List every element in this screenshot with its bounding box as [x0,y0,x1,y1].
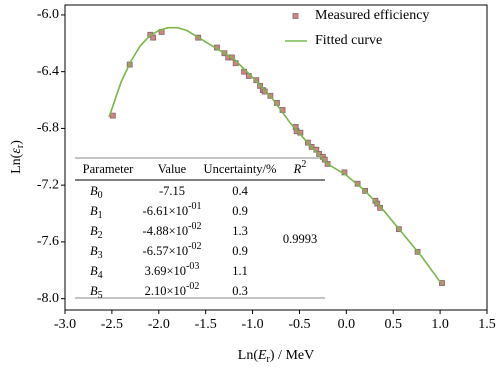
label-part: -03 [186,261,199,272]
label-part: -6.57×10 [143,244,189,258]
table-cell: B1 [90,204,103,221]
table-cell: -7.15 [159,184,185,198]
label-part: B [90,224,98,238]
table-cell: 0.9993 [283,232,317,246]
label-part: -7.15 [159,184,185,198]
label-part: 5 [98,290,103,301]
x-tick-label: -1.5 [195,317,217,332]
label-part: 1 [98,210,103,221]
x-tick-label: 0.0 [338,317,356,332]
table-cell: 2.10×10-02 [145,281,200,298]
label-part: 4 [98,270,103,281]
x-tick-label: -0.5 [288,317,310,332]
x-tick-label: 0.5 [384,317,402,332]
label-part: 3 [98,250,103,261]
table-cell: 3.69×10-03 [145,261,200,278]
label-part: 2 [301,159,306,170]
table-cell: B2 [90,224,103,241]
table-cell: B0 [90,184,103,201]
fitted-curve [108,26,443,285]
x-tick-label: -3.0 [54,317,76,332]
label-part: E [257,348,267,363]
table-cell: -6.61×10-01 [143,201,202,218]
label-part: 2 [98,230,103,241]
y-tick-label: -7.2 [37,177,59,192]
x-tick-label: -1.0 [241,317,263,332]
table-cell: B3 [90,244,103,261]
table-cell: 0.9 [232,244,248,258]
plot-frame [64,4,488,311]
table-cell: -6.57×10-02 [143,241,202,258]
legend-label: Fitted curve [315,33,382,48]
label-part: B [90,244,98,258]
label-part: r [267,354,271,365]
table-cell: 1.1 [232,264,248,278]
label-part: 3.69×10 [145,264,186,278]
label-part: B [90,284,98,298]
y-tick-label: -6.0 [37,7,59,22]
table-cell: 0.4 [232,184,248,198]
y-tick-label: -6.8 [37,121,59,136]
data-point [150,34,157,41]
data-point [439,280,445,286]
table-cell: 0.3 [232,284,248,298]
x-tick-label: -2.5 [101,317,123,332]
table-header: Value [158,162,187,176]
label-part: Ln( [238,348,259,363]
y-tick-label: -6.4 [37,64,59,79]
label-part: r [15,144,26,148]
table-cell: B4 [90,264,103,281]
table-header: R2 [293,159,307,176]
x-tick-label: -2.0 [148,317,170,332]
legend-marker [292,13,299,19]
label-part: -4.88×10 [143,224,189,238]
label-part: ) [9,140,24,145]
label-part: Ln( [9,153,24,174]
label-part: -01 [188,201,201,212]
x-tick-label: 1.5 [478,317,496,332]
label-part: B [90,204,98,218]
label-part: B [90,184,98,198]
label-part: 0 [98,190,103,201]
data-point [261,88,268,95]
label-part: ε [9,148,24,154]
data-point [109,112,116,119]
table-cell: B5 [90,284,103,301]
y-axis-label: Ln(εr) [9,140,26,174]
label-part: -02 [188,241,201,252]
table-cell: 1.3 [232,224,248,238]
table-cell: 0.9 [232,204,248,218]
x-axis-label: Ln(Er) / MeV [238,348,314,365]
label-part: R [293,162,302,176]
table-cell: -4.88×10-02 [143,221,202,238]
legend-label: Measured efficiency [315,8,429,23]
label-part: -6.61×10 [143,204,189,218]
label-part: -02 [186,281,199,292]
x-tick-label: 1.0 [431,317,449,332]
label-part: 2.10×10 [145,284,186,298]
label-part: B [90,264,98,278]
y-tick-label: -8.0 [37,291,59,306]
table-header: Uncertainty/% [204,162,277,176]
label-part: ) / MeV [270,348,314,363]
y-tick-label: -7.6 [37,234,59,249]
label-part: -02 [188,221,201,232]
table-header: Parameter [83,162,135,176]
